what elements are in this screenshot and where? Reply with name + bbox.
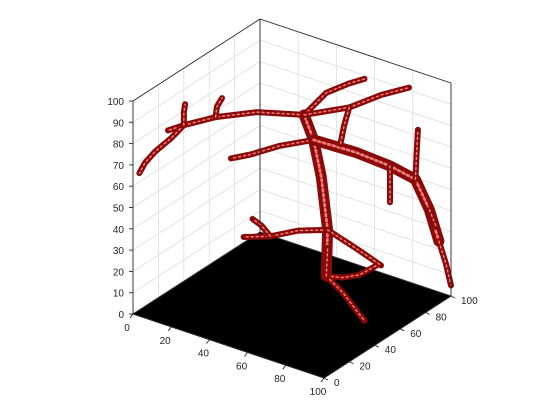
box-edge (132, 18, 261, 102)
branch-8-highlight (312, 138, 441, 243)
y-tick-label: 40 (385, 345, 397, 356)
x-tick (167, 326, 172, 332)
y-tick (323, 377, 329, 381)
x-tick-label: 100 (310, 387, 327, 398)
branch-16-highlight (325, 275, 366, 322)
branch-7-highlight (230, 139, 315, 160)
gridline-z-leftwall (132, 103, 261, 187)
z-tick-label: 40 (113, 225, 125, 236)
branch-9-highlight (414, 129, 419, 181)
x-tick (320, 377, 325, 383)
gridline-z-leftwall (132, 167, 261, 251)
floor-surface (131, 231, 453, 379)
y-tick (450, 295, 456, 299)
branch-18-highlight (339, 106, 351, 145)
gridline-z-leftwall (132, 189, 261, 272)
z-tick-label: 50 (113, 204, 125, 215)
y-tick (399, 328, 405, 332)
x-tick (244, 352, 248, 357)
x-axis-line (132, 313, 325, 379)
box-edge (259, 18, 452, 84)
y-tick (349, 361, 354, 365)
z-tick-label: 80 (113, 140, 125, 151)
gridline-z-backwall (259, 167, 452, 233)
y-tick-label: 100 (461, 296, 478, 307)
branch-12-highlight (242, 229, 329, 238)
y-tick-label: 80 (436, 312, 448, 323)
y-tick (425, 311, 430, 315)
gridline-z-backwall (259, 210, 452, 276)
branch-6-highlight (303, 86, 410, 116)
x-tick-label: 20 (160, 336, 172, 347)
x-tick-label: 40 (198, 349, 210, 360)
x-tick (129, 313, 134, 319)
floor-plane (131, 231, 453, 379)
y-tick (374, 344, 380, 348)
branch-10-highlight (428, 209, 438, 228)
branch-11 (436, 239, 453, 288)
gridline-z-leftwall (132, 146, 261, 230)
z-tick-label: 20 (113, 267, 125, 278)
z-tick-label: 100 (107, 97, 124, 108)
axes (129, 18, 456, 383)
branch-13-highlight (251, 218, 272, 238)
z-tick-label: 30 (113, 246, 125, 257)
gridline-z-leftwall (132, 210, 261, 294)
y-axis-line (323, 295, 452, 379)
branch-14-highlight (326, 229, 382, 267)
x-tick (206, 339, 210, 344)
vessel-surface (136, 75, 454, 324)
x-tick-label: 0 (124, 323, 130, 334)
gridline-z-leftwall (132, 125, 261, 208)
branch-15-highlight (325, 265, 377, 279)
y-tick-label: 60 (410, 329, 422, 340)
y-tick-label: 20 (359, 362, 371, 373)
tick-labels: 0 20 40 60 80 100 0 20 40 60 80 100 0 10 20 30 40 50 60 70 8… (107, 97, 478, 398)
y-tick-label: 0 (334, 378, 340, 389)
gridline-z-backwall (259, 189, 452, 254)
gridline-z-backwall (259, 39, 452, 105)
branch-17 (324, 246, 330, 278)
z-tick-label: 0 (118, 310, 124, 321)
z-tick-label: 60 (113, 182, 125, 193)
z-tick-label: 10 (113, 289, 125, 300)
gridline-z-leftwall (132, 61, 261, 144)
z-tick-label: 90 (113, 118, 125, 129)
x-tick-label: 80 (274, 374, 286, 385)
branch-17-highlight (325, 247, 329, 277)
branch-5-highlight (303, 78, 366, 116)
gridline-z-leftwall (132, 39, 261, 123)
x-tick (282, 364, 287, 370)
z-tick-label: 70 (113, 161, 125, 172)
gridline-z-backwall (259, 61, 452, 126)
branch-4-highlight (214, 97, 223, 118)
branch-2-highlight (138, 124, 185, 174)
branch-3-highlight (183, 103, 186, 126)
x-tick-label: 60 (236, 361, 248, 372)
